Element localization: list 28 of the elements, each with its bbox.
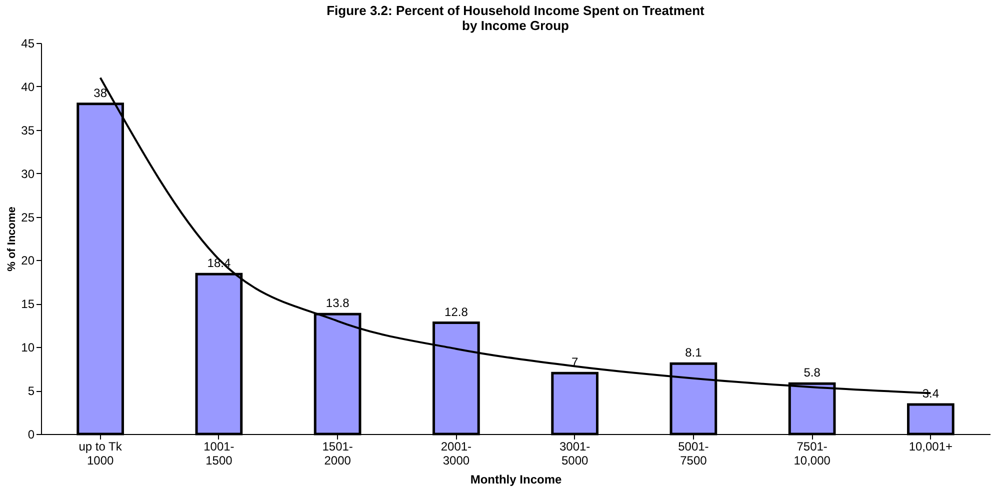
y-tick-label: 35	[21, 123, 35, 138]
x-axis-title: Monthly Income	[470, 472, 562, 486]
x-tick-label: 10,001+	[908, 440, 953, 454]
x-tick-label: 1001- 1500	[204, 440, 234, 468]
y-tick-label: 30	[21, 166, 35, 181]
data-label: 12.8	[444, 304, 468, 319]
y-tick-label: 45	[21, 36, 35, 50]
x-tick-label: 2001- 3000	[440, 440, 472, 468]
data-label: 5.8	[804, 366, 821, 380]
y-tick-label: 10	[21, 340, 35, 355]
x-tick-label: 1501- 2000	[322, 440, 353, 468]
text: by Income Group	[462, 18, 569, 33]
text: Figure 3.2: Percent of Household Income Spent on Treatment	[326, 3, 704, 18]
data-label: 38	[94, 86, 108, 100]
y-tick-label: 5	[28, 384, 35, 398]
y-tick-label: 0	[28, 428, 35, 442]
data-label: 13.8	[326, 296, 350, 310]
y-axis-title: % of Income	[6, 206, 18, 272]
x-tick-label: up to Tk 1000	[78, 440, 123, 468]
x-tick-label: 7501- 10,000	[794, 440, 831, 468]
data-label: 8.1	[685, 346, 702, 360]
y-tick-label: 15	[21, 297, 35, 312]
y-tick-label: 20	[21, 254, 35, 268]
x-tick-label: 3001- 5000	[559, 440, 590, 468]
y-tick-label: 40	[21, 80, 35, 94]
x-tick-label: 5001- 7500	[678, 440, 709, 468]
y-tick-label: 25	[21, 210, 35, 224]
data-label: 7	[571, 355, 578, 370]
